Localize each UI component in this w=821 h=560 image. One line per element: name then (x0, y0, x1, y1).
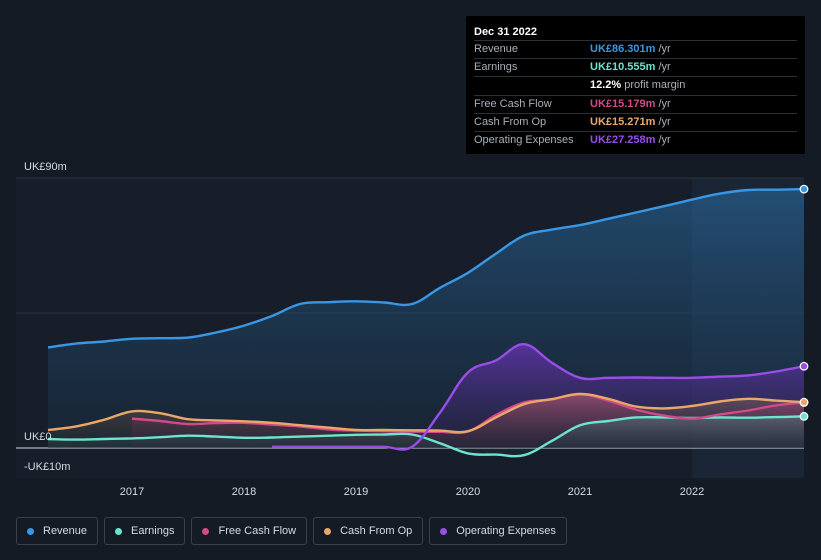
tooltip-row-revenue: Revenue UK£86.301m/yr (474, 40, 797, 58)
legend-label: Earnings (131, 525, 175, 537)
legend-dot-icon (440, 527, 448, 535)
legend-item-operating-expenses[interactable]: Operating Expenses (429, 517, 567, 545)
endpoint-opex (799, 361, 809, 371)
legend-label: Cash From Op (340, 525, 413, 537)
legend-item-cash-from-op[interactable]: Cash From Op (313, 517, 424, 545)
y-label-top: UK£90m (24, 161, 67, 173)
data-tooltip: Dec 31 2022 Revenue UK£86.301m/yr Earnings… (466, 16, 805, 154)
tooltip-row-earnings: Earnings UK£10.555m/yr (474, 58, 797, 76)
tooltip-value: UK£86.301m (590, 43, 656, 55)
tooltip-label: Earnings (474, 61, 518, 74)
legend-label: Free Cash Flow (218, 525, 297, 537)
y-label-bottom: -UK£10m (24, 461, 70, 473)
tooltip-value: UK£15.271m (590, 115, 656, 128)
line-opex (271, 342, 805, 451)
tooltip-unit: /yr (658, 61, 671, 74)
endpoint-cfo (799, 397, 809, 407)
tooltip-label: Cash From Op (474, 115, 547, 128)
chart-legend: Revenue Earnings Free Cash Flow Cash From O… (16, 517, 567, 545)
tooltip-value: UK£10.555m (590, 61, 656, 74)
x-tick-label-2017: 2017 (120, 486, 144, 498)
x-tick-label-2022: 2022 (680, 486, 704, 498)
line-revenue (47, 187, 805, 349)
tooltip-label: Free Cash Flow (474, 97, 552, 110)
x-tick-label-2018: 2018 (232, 486, 256, 498)
tooltip-row-free-cash-flow: Free Cash Flow UK£15.179m/yr (474, 94, 797, 113)
legend-dot-icon (115, 527, 123, 535)
y-label-zero: UK£0 (24, 431, 52, 443)
x-tick-label-2021: 2021 (568, 486, 592, 498)
legend-dot-icon (324, 527, 332, 535)
tooltip-date: Dec 31 2022 (474, 26, 537, 38)
tooltip-row-cash-from-op: Cash From Op UK£15.271m/yr (474, 112, 797, 131)
tooltip-row-profit-margin: 12.2% profit margin (474, 76, 797, 94)
x-tick-label-2020: 2020 (456, 486, 480, 498)
legend-dot-icon (27, 527, 34, 535)
legend-item-revenue[interactable]: Revenue (16, 517, 99, 545)
area-earnings (48, 416, 804, 457)
tooltip-value: UK£27.258m (590, 133, 656, 146)
endpoint-earnings (799, 411, 809, 421)
tooltip-unit: /yr (658, 97, 671, 110)
tooltip-unit: /yr (658, 133, 671, 146)
tooltip-label: Operating Expenses (474, 133, 574, 146)
tooltip-unit: profit margin (624, 79, 686, 92)
legend-item-earnings[interactable]: Earnings (104, 517, 186, 545)
legend-dot-icon (202, 527, 210, 535)
tooltip-value: 12.2% (590, 79, 622, 92)
endpoint-revenue (799, 184, 809, 194)
tooltip-unit: /yr (658, 43, 671, 55)
legend-label: Operating Expenses (456, 525, 556, 537)
x-tick-label-2019: 2019 (344, 486, 368, 498)
legend-item-free-cash-flow[interactable]: Free Cash Flow (191, 517, 308, 545)
tooltip-label (474, 77, 590, 94)
tooltip-label: Revenue (474, 43, 519, 55)
legend-label: Revenue (43, 525, 88, 537)
tooltip-row-operating-expenses: Operating Expenses UK£27.258m/yr (474, 130, 797, 149)
tooltip-value: UK£15.179m (590, 97, 656, 110)
tooltip-unit: /yr (658, 115, 671, 128)
